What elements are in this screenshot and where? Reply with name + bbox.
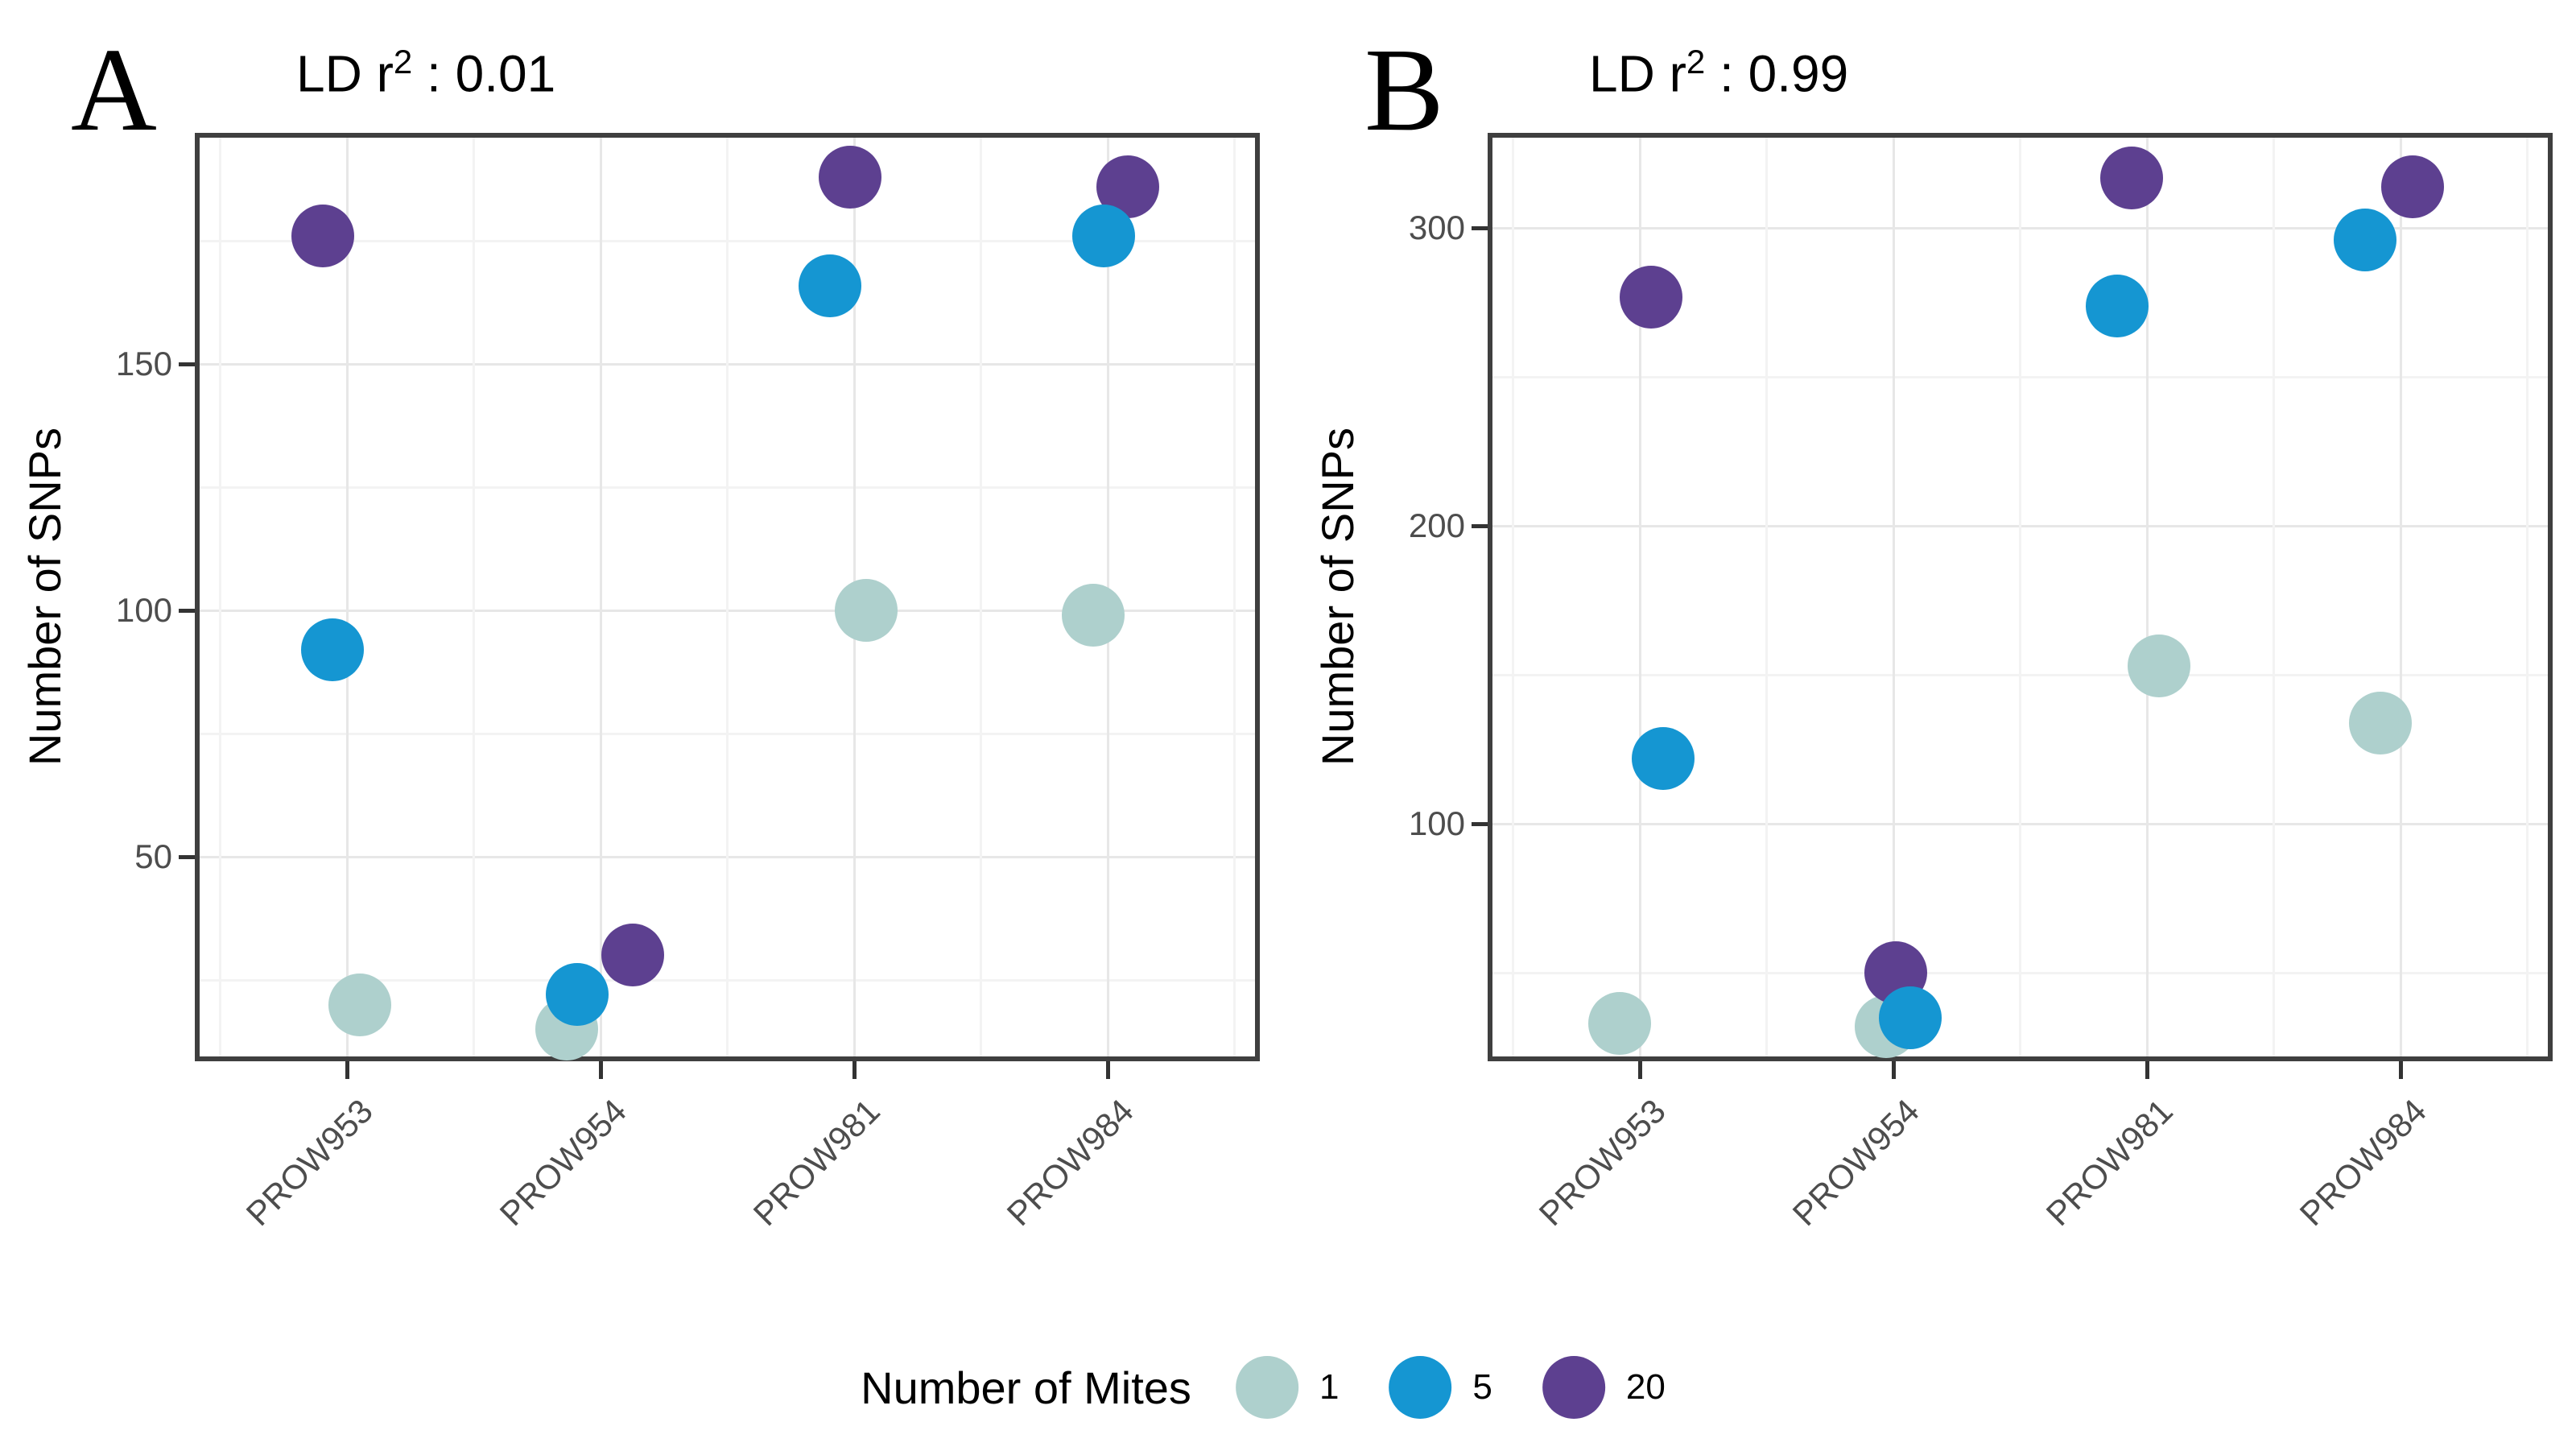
data-point-mites-1 bbox=[2349, 691, 2412, 754]
y-tick-label: 200 bbox=[1408, 506, 1465, 545]
major-gridline-x bbox=[345, 138, 349, 1056]
minor-gridline-x bbox=[2526, 138, 2529, 1056]
x-tick-mark bbox=[1891, 1061, 1896, 1079]
panel-b-title-suffix: : 0.99 bbox=[1705, 44, 1849, 103]
x-tick-mark bbox=[1105, 1061, 1110, 1079]
x-tick-mark bbox=[2398, 1061, 2403, 1079]
panel-b-title-sup: 2 bbox=[1686, 43, 1706, 81]
minor-gridline-x bbox=[2019, 138, 2021, 1056]
data-point-mites-20 bbox=[291, 205, 354, 268]
legend-label: 20 bbox=[1625, 1367, 1666, 1407]
x-tick-label: PROW953 bbox=[238, 1091, 381, 1234]
panel-a-title-prefix: LD r bbox=[296, 44, 394, 103]
panel-a-letter: A bbox=[71, 24, 157, 156]
panel-b-y-axis-title: Number of SNPs bbox=[1311, 427, 1363, 767]
panel-b-title-prefix: LD r bbox=[1589, 44, 1686, 103]
x-tick-label: PROW954 bbox=[1785, 1091, 1927, 1234]
x-tick-label: PROW954 bbox=[492, 1091, 634, 1234]
minor-gridline-x bbox=[1512, 138, 1514, 1056]
panel-b-title: LD r2 : 0.99 bbox=[1589, 43, 1848, 102]
legend-item-mites-5: 5 bbox=[1389, 1356, 1492, 1419]
major-gridline-x bbox=[599, 138, 602, 1056]
x-tick-mark bbox=[345, 1061, 349, 1079]
major-gridline-x bbox=[1638, 138, 1641, 1056]
data-point-mites-5 bbox=[301, 618, 364, 682]
x-tick-mark bbox=[1637, 1061, 1642, 1079]
minor-gridline-x bbox=[726, 138, 729, 1056]
legend-title: Number of Mites bbox=[861, 1362, 1191, 1413]
data-point-mites-1 bbox=[328, 973, 391, 1036]
y-tick-label: 300 bbox=[1408, 209, 1465, 247]
legend-items: 1 5 20 bbox=[1235, 1356, 1715, 1419]
x-tick-label: PROW984 bbox=[2292, 1091, 2434, 1234]
legend-swatch-icon bbox=[1542, 1356, 1605, 1419]
data-point-mites-1 bbox=[1588, 992, 1651, 1056]
x-tick-label: PROW981 bbox=[745, 1091, 888, 1234]
y-tick-mark bbox=[1472, 225, 1488, 230]
data-point-mites-20 bbox=[819, 146, 881, 209]
legend-swatch-icon bbox=[1235, 1356, 1298, 1419]
legend-label: 1 bbox=[1319, 1367, 1340, 1407]
legend-swatch-icon bbox=[1389, 1356, 1452, 1419]
legend-item-mites-20: 20 bbox=[1542, 1356, 1666, 1419]
data-point-mites-1 bbox=[1062, 584, 1125, 647]
x-tick-label: PROW953 bbox=[1531, 1091, 1674, 1234]
data-point-mites-20 bbox=[2100, 146, 2163, 209]
minor-gridline-x bbox=[473, 138, 475, 1056]
panel-a-title-suffix: : 0.01 bbox=[412, 44, 556, 103]
minor-gridline-x bbox=[980, 138, 982, 1056]
minor-gridline-x bbox=[1233, 138, 1236, 1056]
x-tick-label: PROW981 bbox=[2038, 1091, 2181, 1234]
data-point-mites-5 bbox=[2086, 274, 2149, 337]
legend: Number of Mites 1 5 20 bbox=[861, 1355, 1715, 1420]
data-point-mites-5 bbox=[1072, 205, 1135, 268]
legend-label: 5 bbox=[1472, 1367, 1492, 1407]
data-point-mites-20 bbox=[1620, 265, 1682, 329]
panel-a-title-sup: 2 bbox=[393, 43, 413, 81]
data-point-mites-20 bbox=[2381, 155, 2444, 218]
panel-a-plot-area bbox=[195, 133, 1260, 1061]
x-tick-mark bbox=[598, 1061, 603, 1079]
data-point-mites-1 bbox=[2128, 635, 2190, 698]
x-tick-mark bbox=[2145, 1061, 2149, 1079]
x-tick-label: PROW984 bbox=[999, 1091, 1141, 1234]
major-gridline-x bbox=[1892, 138, 1895, 1056]
panel-b-plot-area bbox=[1488, 133, 2553, 1061]
y-tick-label: 150 bbox=[115, 345, 172, 383]
data-point-mites-5 bbox=[1632, 727, 1695, 791]
y-tick-label: 100 bbox=[1408, 804, 1465, 843]
y-tick-mark bbox=[179, 854, 195, 859]
data-point-mites-1 bbox=[835, 579, 898, 643]
major-gridline-x bbox=[2399, 138, 2402, 1056]
data-point-mites-5 bbox=[1879, 986, 1942, 1049]
y-tick-label: 100 bbox=[115, 591, 172, 630]
minor-gridline-x bbox=[2273, 138, 2275, 1056]
y-tick-mark bbox=[179, 608, 195, 613]
data-point-mites-5 bbox=[546, 963, 609, 1027]
data-point-mites-5 bbox=[2334, 209, 2396, 272]
panel-a-title: LD r2 : 0.01 bbox=[296, 43, 555, 102]
data-point-mites-20 bbox=[601, 924, 664, 987]
minor-gridline-x bbox=[219, 138, 221, 1056]
minor-gridline-x bbox=[1765, 138, 1768, 1056]
x-tick-mark bbox=[852, 1061, 857, 1079]
data-point-mites-5 bbox=[799, 254, 861, 317]
panel-b-letter: B bbox=[1364, 24, 1444, 156]
legend-item-mites-1: 1 bbox=[1235, 1356, 1340, 1419]
y-tick-mark bbox=[179, 362, 195, 366]
y-tick-mark bbox=[1472, 821, 1488, 826]
major-gridline-x bbox=[2145, 138, 2149, 1056]
y-tick-label: 50 bbox=[134, 837, 172, 876]
y-tick-mark bbox=[1472, 523, 1488, 528]
